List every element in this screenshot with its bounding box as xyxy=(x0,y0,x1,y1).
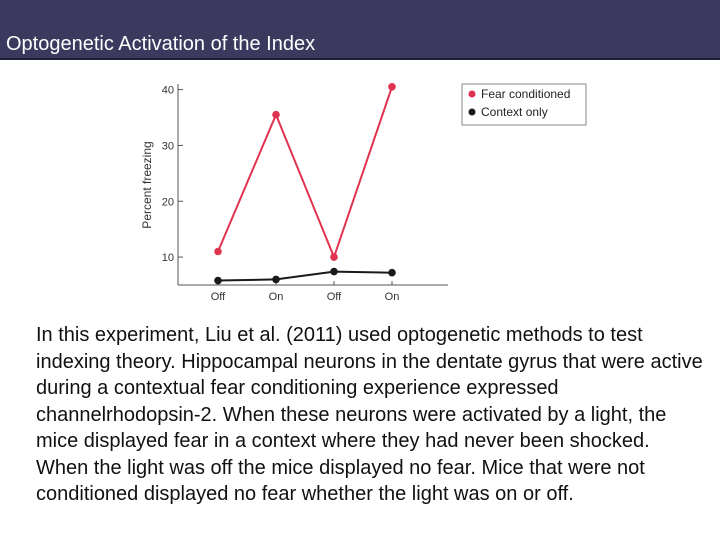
x-tick-label: On xyxy=(269,291,284,303)
series-line-0 xyxy=(217,86,393,260)
series-lines xyxy=(217,86,393,282)
data-point xyxy=(388,268,396,277)
x-tick-label: On xyxy=(385,291,400,303)
legend-label: Fear conditioned xyxy=(481,87,570,101)
legend-marker xyxy=(468,90,476,98)
y-tick-label: 30 xyxy=(162,140,174,152)
legend-marker xyxy=(468,108,476,116)
data-point xyxy=(388,82,396,91)
x-tick-label: Off xyxy=(327,291,342,303)
y-tick-label: 40 xyxy=(162,85,174,97)
data-point xyxy=(214,276,222,285)
y-tick-label: 10 xyxy=(162,252,174,264)
data-point xyxy=(330,253,338,261)
data-point xyxy=(272,275,280,284)
data-point xyxy=(214,247,222,256)
series-line-1 xyxy=(217,270,393,282)
freezing-chart: Percent freezing 10 20 30 40 Off On Off On Fear… xyxy=(140,82,587,303)
x-tick-label: Off xyxy=(211,291,226,303)
legend-label: Context only xyxy=(481,105,548,119)
title-bar: Optogenetic Activation of the Index xyxy=(0,0,720,60)
slide-title: Optogenetic Activation of the Index xyxy=(6,33,316,55)
data-point xyxy=(330,267,338,276)
slide-body-text: In this experiment, Liu et al. (2011) us… xyxy=(36,324,703,505)
data-point xyxy=(272,110,280,119)
axes xyxy=(177,84,448,286)
legend-box xyxy=(461,83,587,126)
y-tick-label: 20 xyxy=(162,196,174,208)
tick-labels: 10 20 30 40 Off On Off On xyxy=(162,85,400,303)
y-axis-label: Percent freezing xyxy=(140,141,154,228)
legend: Fear conditioned Context only xyxy=(461,83,587,126)
series-points xyxy=(214,82,396,285)
